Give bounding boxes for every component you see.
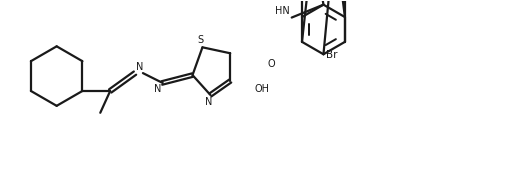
- Text: O: O: [267, 59, 275, 69]
- Text: OH: OH: [254, 84, 269, 94]
- Text: N: N: [205, 97, 212, 107]
- Text: Br: Br: [326, 50, 338, 60]
- Text: N: N: [154, 84, 162, 94]
- Text: HN: HN: [275, 6, 290, 16]
- Text: N: N: [136, 62, 143, 72]
- Text: S: S: [197, 35, 204, 45]
